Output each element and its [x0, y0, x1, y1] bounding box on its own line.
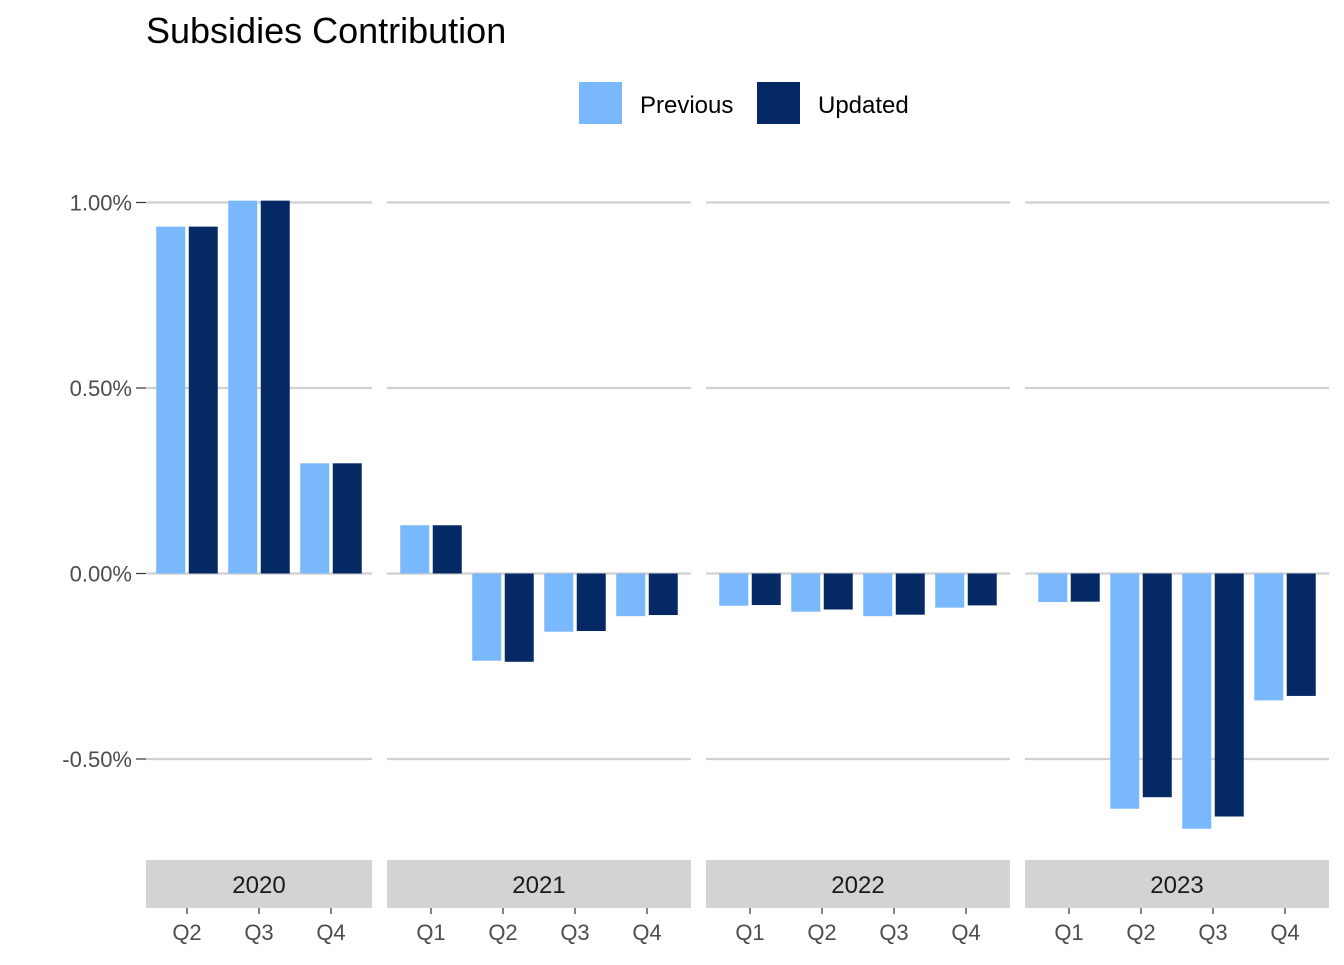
x-tick-label: Q2 [1126, 920, 1155, 945]
facet-panel-2023: 2023 Q1 Q2 Q3 Q4 [1025, 201, 1329, 945]
bar-2022-Q2-previous [791, 573, 821, 612]
facet-strip-label: 2020 [232, 872, 285, 899]
bar-2023-Q4-updated [1286, 573, 1316, 696]
bar-2021-Q4-previous [616, 573, 646, 617]
bar-2023-Q2-previous [1110, 573, 1140, 809]
bar-2022-Q1-previous [719, 573, 749, 606]
x-tick-label: Q1 [416, 920, 445, 945]
legend-key-previous [579, 82, 622, 124]
bar-2022-Q2-updated [823, 573, 853, 610]
legend-key-updated [757, 82, 800, 124]
y-tick-label: -0.50% [62, 747, 132, 772]
x-tick-label: Q3 [879, 920, 908, 945]
legend-label-previous: Previous [640, 92, 733, 119]
bar-2022-Q4-previous [935, 573, 965, 608]
bar-2021-Q2-updated [504, 573, 534, 662]
facet-strip [146, 860, 372, 908]
x-tick-label: Q4 [951, 920, 980, 945]
bar-2023-Q3-updated [1214, 573, 1244, 817]
facet-strip-label: 2023 [1150, 872, 1203, 899]
x-tick-label: Q1 [735, 920, 764, 945]
bar-2023-Q4-previous [1254, 573, 1284, 701]
facet-strip-label: 2022 [831, 872, 884, 899]
x-tick-label: Q3 [560, 920, 589, 945]
bar-2020-Q2-updated [188, 226, 218, 574]
x-tick-label: Q2 [488, 920, 517, 945]
y-tick-label: 0.50% [70, 376, 132, 401]
x-tick-label: Q4 [1270, 920, 1299, 945]
facet-strip-label: 2021 [512, 872, 565, 899]
bar-2020-Q3-previous [228, 200, 258, 574]
bar-2021-Q4-updated [648, 573, 678, 616]
x-tick-label: Q3 [1198, 920, 1227, 945]
bar-2020-Q4-updated [332, 463, 362, 574]
bar-2022-Q4-updated [967, 573, 997, 606]
x-tick-label: Q4 [632, 920, 661, 945]
bar-2022-Q3-previous [863, 573, 893, 617]
bar-2021-Q2-previous [472, 573, 502, 661]
bar-2023-Q3-previous [1182, 573, 1212, 829]
facet-panels: 2020 Q2 Q3 Q4 2021 Q1 Q2 Q3 Q4 2022 Q1 Q2 Q3 Q4 2023 Q1… [146, 200, 1329, 945]
bar-2020-Q2-previous [156, 226, 186, 574]
bar-2023-Q1-updated [1070, 573, 1100, 602]
x-tick-label: Q4 [316, 920, 345, 945]
facet-strip [387, 860, 691, 908]
bar-2020-Q4-previous [300, 463, 330, 574]
legend-label-updated: Updated [818, 92, 909, 119]
y-axis: 1.00% 0.50% 0.00% -0.50% [62, 191, 146, 772]
bar-2022-Q1-updated [751, 573, 781, 606]
facet-strip [1025, 860, 1329, 908]
bar-2023-Q1-previous [1038, 573, 1068, 603]
bar-2021-Q3-previous [544, 573, 574, 632]
bar-2021-Q3-updated [576, 573, 606, 632]
x-tick-label: Q1 [1054, 920, 1083, 945]
facet-panel-2022: 2022 Q1 Q2 Q3 Q4 [706, 201, 1010, 945]
chart-title: Subsidies Contribution [146, 10, 506, 51]
bar-2020-Q3-updated [260, 200, 290, 574]
facet-strip [706, 860, 1010, 908]
y-tick-label: 0.00% [70, 562, 132, 587]
x-tick-label: Q2 [172, 920, 201, 945]
bar-2021-Q1-previous [400, 525, 430, 574]
bar-2021-Q1-updated [432, 525, 462, 574]
facet-panel-2020: 2020 Q2 Q3 Q4 [146, 200, 372, 945]
legend: Previous Updated [579, 82, 909, 124]
x-tick-label: Q3 [244, 920, 273, 945]
y-tick-label: 1.00% [70, 191, 132, 216]
bar-2022-Q3-updated [895, 573, 925, 615]
facet-panel-2021: 2021 Q1 Q2 Q3 Q4 [387, 201, 691, 945]
x-tick-label: Q2 [807, 920, 836, 945]
bar-2023-Q2-updated [1142, 573, 1172, 798]
